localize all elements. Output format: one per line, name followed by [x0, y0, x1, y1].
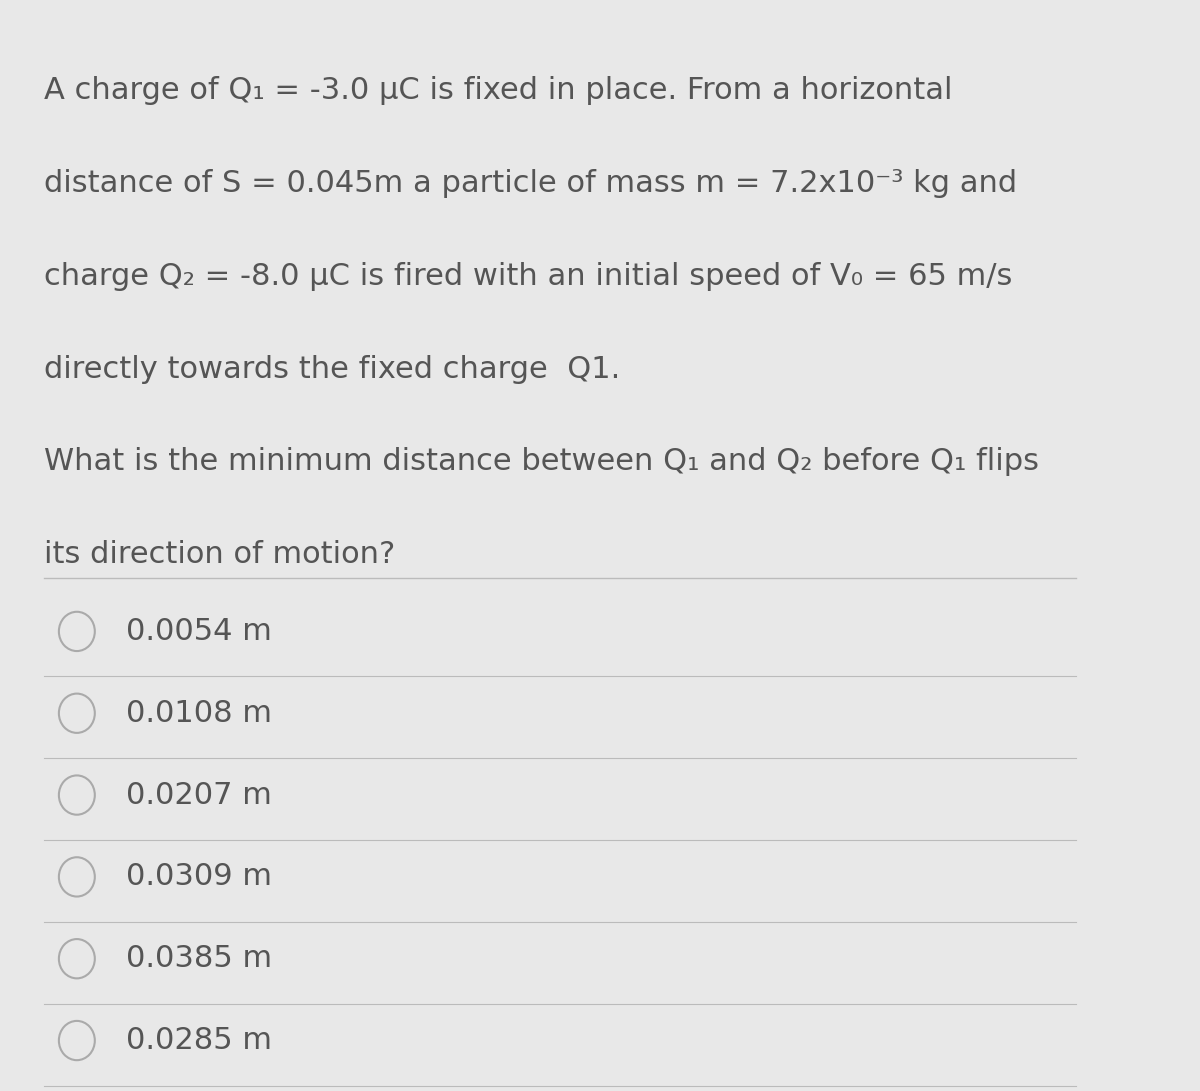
Text: What is the minimum distance between Q₁ and Q₂ before Q₁ flips: What is the minimum distance between Q₁ …	[44, 447, 1039, 477]
Text: A charge of Q₁ = -3.0 μC is fixed in place. From a horizontal: A charge of Q₁ = -3.0 μC is fixed in pla…	[44, 76, 953, 106]
Text: charge Q₂ = -8.0 μC is fired with an initial speed of V₀ = 65 m/s: charge Q₂ = -8.0 μC is fired with an ini…	[44, 262, 1013, 291]
Text: its direction of motion?: its direction of motion?	[44, 540, 395, 570]
Text: 0.0207 m: 0.0207 m	[126, 780, 272, 810]
Text: 0.0285 m: 0.0285 m	[126, 1026, 272, 1055]
Text: 0.0385 m: 0.0385 m	[126, 944, 272, 973]
Text: 0.0309 m: 0.0309 m	[126, 862, 272, 891]
Text: 0.0054 m: 0.0054 m	[126, 616, 272, 646]
Text: distance of S = 0.045m a particle of mass m = 7.2x10⁻³ kg and: distance of S = 0.045m a particle of mas…	[44, 169, 1018, 199]
Text: 0.0108 m: 0.0108 m	[126, 698, 272, 728]
Text: directly towards the fixed charge  Q1.: directly towards the fixed charge Q1.	[44, 355, 620, 384]
